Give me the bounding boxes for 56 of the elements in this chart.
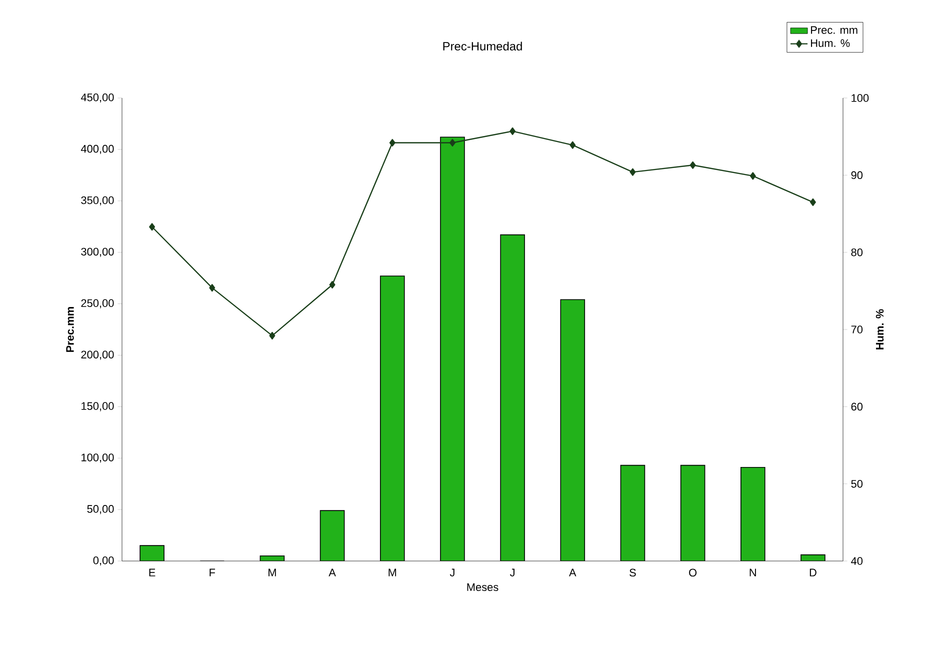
y-tick-label: 50,00 xyxy=(87,505,114,514)
x-axis-title: Meses xyxy=(467,583,498,592)
y-tick-label: 450,00 xyxy=(80,93,114,103)
x-tick-label: A xyxy=(328,568,336,576)
y-tick-label: 150,00 xyxy=(82,402,114,412)
x-tick-label: D xyxy=(810,568,816,576)
point xyxy=(329,280,336,289)
y-tick-label: 100,00 xyxy=(82,454,114,463)
x-tick-label: N xyxy=(750,568,756,576)
bar xyxy=(140,545,164,561)
legend-label: Prec. mm xyxy=(811,26,858,34)
x-tick-label: M xyxy=(388,568,396,576)
y2-tick-label: 60 xyxy=(851,402,863,411)
point xyxy=(570,141,576,149)
x-tick-label: A xyxy=(568,568,576,576)
legend-label: Hum. % xyxy=(811,39,850,47)
bar xyxy=(680,464,706,561)
point xyxy=(510,127,516,135)
x-tick-label: E xyxy=(149,568,156,576)
point xyxy=(269,332,276,340)
y-tick-label: 0,00 xyxy=(93,556,114,566)
bar xyxy=(320,510,345,561)
y2-tick-label: 70 xyxy=(851,326,863,334)
bar xyxy=(500,234,525,561)
x-tick-label: O xyxy=(689,568,697,577)
point xyxy=(449,138,456,147)
y2-tick-label: 50 xyxy=(851,480,863,488)
x-tick-label: S xyxy=(630,568,636,577)
point xyxy=(209,284,216,292)
point xyxy=(690,161,696,169)
point xyxy=(630,168,636,176)
y-tick-label: 200,00 xyxy=(81,350,114,360)
x-tick-label: J xyxy=(450,568,454,576)
bar xyxy=(740,466,766,561)
y-tick-label: 300,00 xyxy=(81,248,114,257)
y-tick-label: 350,00 xyxy=(81,196,114,206)
bar xyxy=(440,136,465,561)
x-tick-label: F xyxy=(210,568,216,576)
y2-tick-label: 80 xyxy=(851,248,863,256)
chart-title: Prec-Humedad xyxy=(443,42,522,50)
x-tick-label: J xyxy=(510,568,514,576)
y2-axis-title: Hum. % xyxy=(876,309,884,350)
y-tick-label: 400,00 xyxy=(80,144,114,154)
y2-tick-label: 100 xyxy=(852,94,869,102)
y-axis-title: Prec.mm xyxy=(66,307,74,352)
x-tick-label: M xyxy=(268,568,276,576)
bar xyxy=(620,464,646,561)
point xyxy=(750,172,756,180)
y2-tick-label: 40 xyxy=(851,557,863,565)
point xyxy=(149,223,156,231)
bar xyxy=(560,299,586,561)
bar xyxy=(380,276,405,561)
point xyxy=(389,138,396,147)
y-tick-label: 250,00 xyxy=(81,299,114,308)
point xyxy=(810,198,816,206)
y2-tick-label: 90 xyxy=(851,171,863,180)
